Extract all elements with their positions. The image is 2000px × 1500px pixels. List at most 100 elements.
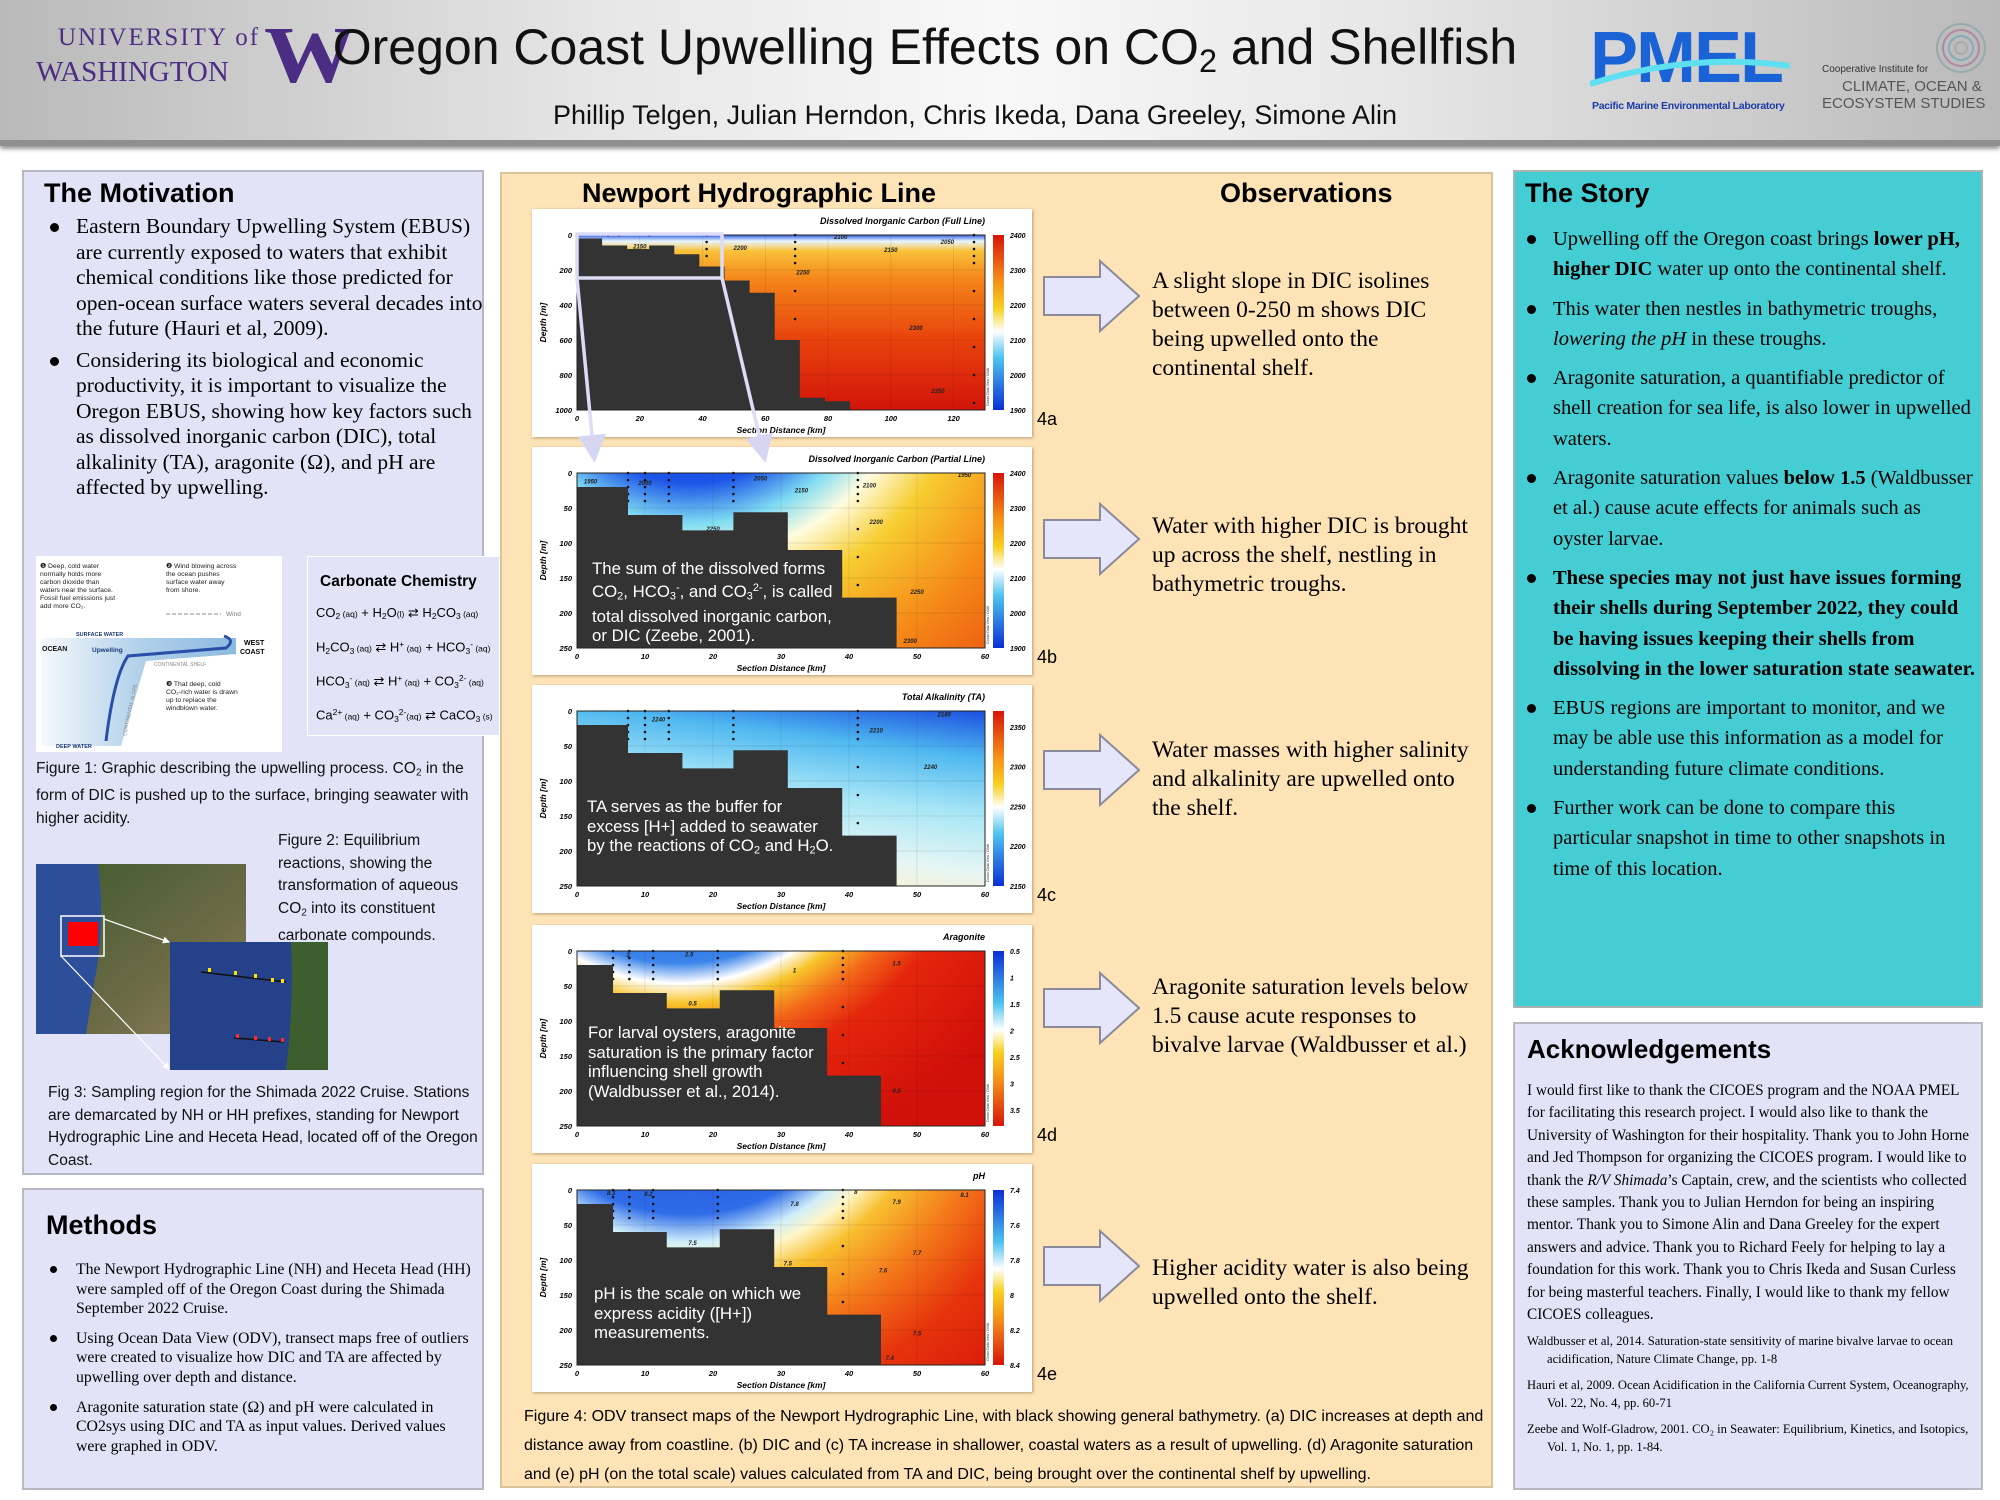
sample-point — [856, 821, 860, 825]
chart-svg-4b: 1950195020002050210021502200225022502300… — [538, 454, 1026, 673]
reference: Hauri et al, 2009. Ocean Acidification i… — [1527, 1378, 1969, 1411]
sample-point — [841, 970, 845, 974]
sample-point — [716, 1195, 720, 1199]
contour-label: 7.4 — [886, 1356, 895, 1362]
chart-svg-4d: 3 2.5 1.5 1 0.5 0.5 0 10 20 30 40 50 60 0 50 100 150 200 2… — [538, 932, 1020, 1151]
right-arrow-icon — [1043, 502, 1141, 576]
sample-point — [856, 793, 860, 797]
y-tick-label: 0 — [568, 707, 573, 716]
contour-label: 2100 — [862, 484, 877, 490]
sample-point — [841, 1272, 845, 1276]
right-arrow-icon — [1043, 733, 1141, 807]
sample-point — [856, 492, 860, 496]
contour-label: 2240 — [651, 717, 666, 723]
colorbar-tick-label: 2100 — [1009, 576, 1026, 583]
sample-point — [667, 492, 671, 496]
x-tick-label: 20 — [635, 414, 645, 423]
sample-point — [643, 716, 647, 720]
contour-label: 7.9 — [892, 1200, 901, 1206]
pmel-logo-subtitle: Pacific Marine Environmental Laboratory — [1592, 100, 1785, 112]
sample-point — [856, 716, 860, 720]
methods-bullet: The Newport Hydrographic Line (NH) and H… — [46, 1260, 476, 1319]
methods-panel: Methods The Newport Hydrographic Line (N… — [22, 1188, 484, 1490]
x-tick-label: 30 — [777, 1369, 786, 1378]
sample-point — [716, 977, 720, 981]
sample-point — [611, 956, 615, 960]
colorbar-tick-label: 7.8 — [1010, 1258, 1020, 1265]
sample-point — [972, 289, 976, 293]
sample-point — [856, 583, 860, 587]
y-tick-label: 100 — [559, 777, 572, 786]
contour-label: 8.2 — [644, 1192, 653, 1198]
x-tick-label: 50 — [913, 890, 922, 899]
colorbar-tick-label: 2000 — [1009, 373, 1026, 380]
x-tick-label: 60 — [761, 414, 770, 423]
graphic-west-coast-label: COAST — [240, 649, 265, 656]
sample-point — [643, 492, 647, 496]
figure-label-4b: 4b — [1037, 647, 1058, 667]
y-tick-label: 200 — [558, 609, 572, 618]
sample-point — [611, 1195, 615, 1199]
sample-point — [856, 555, 860, 559]
y-tick-label: 1000 — [555, 406, 573, 415]
colorbar — [993, 951, 1004, 1126]
y-tick-label: 50 — [564, 504, 573, 513]
y-tick-label: 600 — [559, 336, 572, 345]
sample-point — [856, 765, 860, 769]
sample-point — [628, 970, 631, 974]
x-tick-label: 30 — [777, 1130, 786, 1139]
sample-point — [856, 478, 860, 482]
colorbar — [993, 235, 1004, 410]
graphic-note1: add more CO₂. — [40, 603, 85, 610]
region-map-ocean — [36, 864, 102, 1034]
sample-point — [732, 485, 735, 489]
sample-point — [841, 1195, 845, 1199]
colorbar-tick-label: 2 — [1009, 1029, 1014, 1036]
y-axis-label: Depth [m] — [538, 778, 548, 819]
sample-point — [841, 1202, 845, 1206]
contour-label: 2.5 — [684, 953, 694, 959]
sample-point — [972, 317, 976, 321]
chart-annotation-4c: TA serves as the buffer for excess [H+] … — [587, 797, 834, 857]
sample-point — [856, 730, 860, 734]
sample-point — [628, 1202, 631, 1206]
colorbar-tick-label: 2300 — [1009, 268, 1026, 275]
sample-point — [667, 737, 671, 741]
graphic-deep-water-label: DEEP WATER — [56, 744, 92, 750]
chart-annotation-4d: For larval oysters, aragonite saturation… — [588, 1023, 814, 1101]
x-tick-label: 20 — [708, 890, 718, 899]
chart-4c: 2240 2180 2210 2240 0 10 20 30 40 50 60 0 50 100 150 20… — [532, 685, 1032, 913]
colorbar-tick-label: 1 — [1010, 976, 1014, 983]
sample-point — [793, 317, 797, 321]
colorbar-tick-label: 8.2 — [1010, 1328, 1020, 1335]
plot-frame — [576, 1189, 986, 1366]
x-tick-label: 40 — [844, 890, 854, 899]
x-tick-label: 30 — [777, 890, 786, 899]
y-tick-label: 50 — [564, 982, 573, 991]
contour-label: 8 — [854, 1190, 858, 1196]
contour-label: 3 — [626, 953, 630, 959]
x-tick-label: 0 — [575, 1130, 580, 1139]
contour-label: 2200 — [733, 246, 748, 252]
colorbar-tick-label: 7.6 — [1010, 1223, 1020, 1230]
graphic-note2: ❷ Wind blowing across — [166, 562, 237, 570]
poster-authors: Phillip Telgen, Julian Herndon, Chris Ik… — [553, 100, 1397, 130]
story-panel: The Story Upwelling off the Oregon coast… — [1513, 170, 1983, 1008]
sample-point — [732, 478, 735, 482]
sample-point — [856, 737, 860, 741]
sample-point — [643, 730, 647, 734]
contour-label: 2180 — [937, 713, 952, 719]
graphic-west-coast-label: WEST — [244, 640, 265, 647]
methods-bullet: Using Ocean Data View (ODV), transect ma… — [46, 1329, 476, 1388]
colorbar-tick-label: 2200 — [1009, 303, 1026, 310]
inset-map — [170, 942, 328, 1070]
y-tick-label: 100 — [559, 1256, 572, 1265]
colorbar-tick-label: 8 — [1010, 1293, 1014, 1300]
contour-label: 2050 — [940, 240, 955, 246]
y-axis-label: Depth [m] — [538, 1257, 548, 1298]
graphic-ocean-label: OCEAN — [42, 646, 67, 653]
contour-label: 0.5 — [688, 1002, 697, 1008]
colorbar-tick-label: 1900 — [1010, 408, 1026, 415]
sample-point — [856, 485, 860, 489]
